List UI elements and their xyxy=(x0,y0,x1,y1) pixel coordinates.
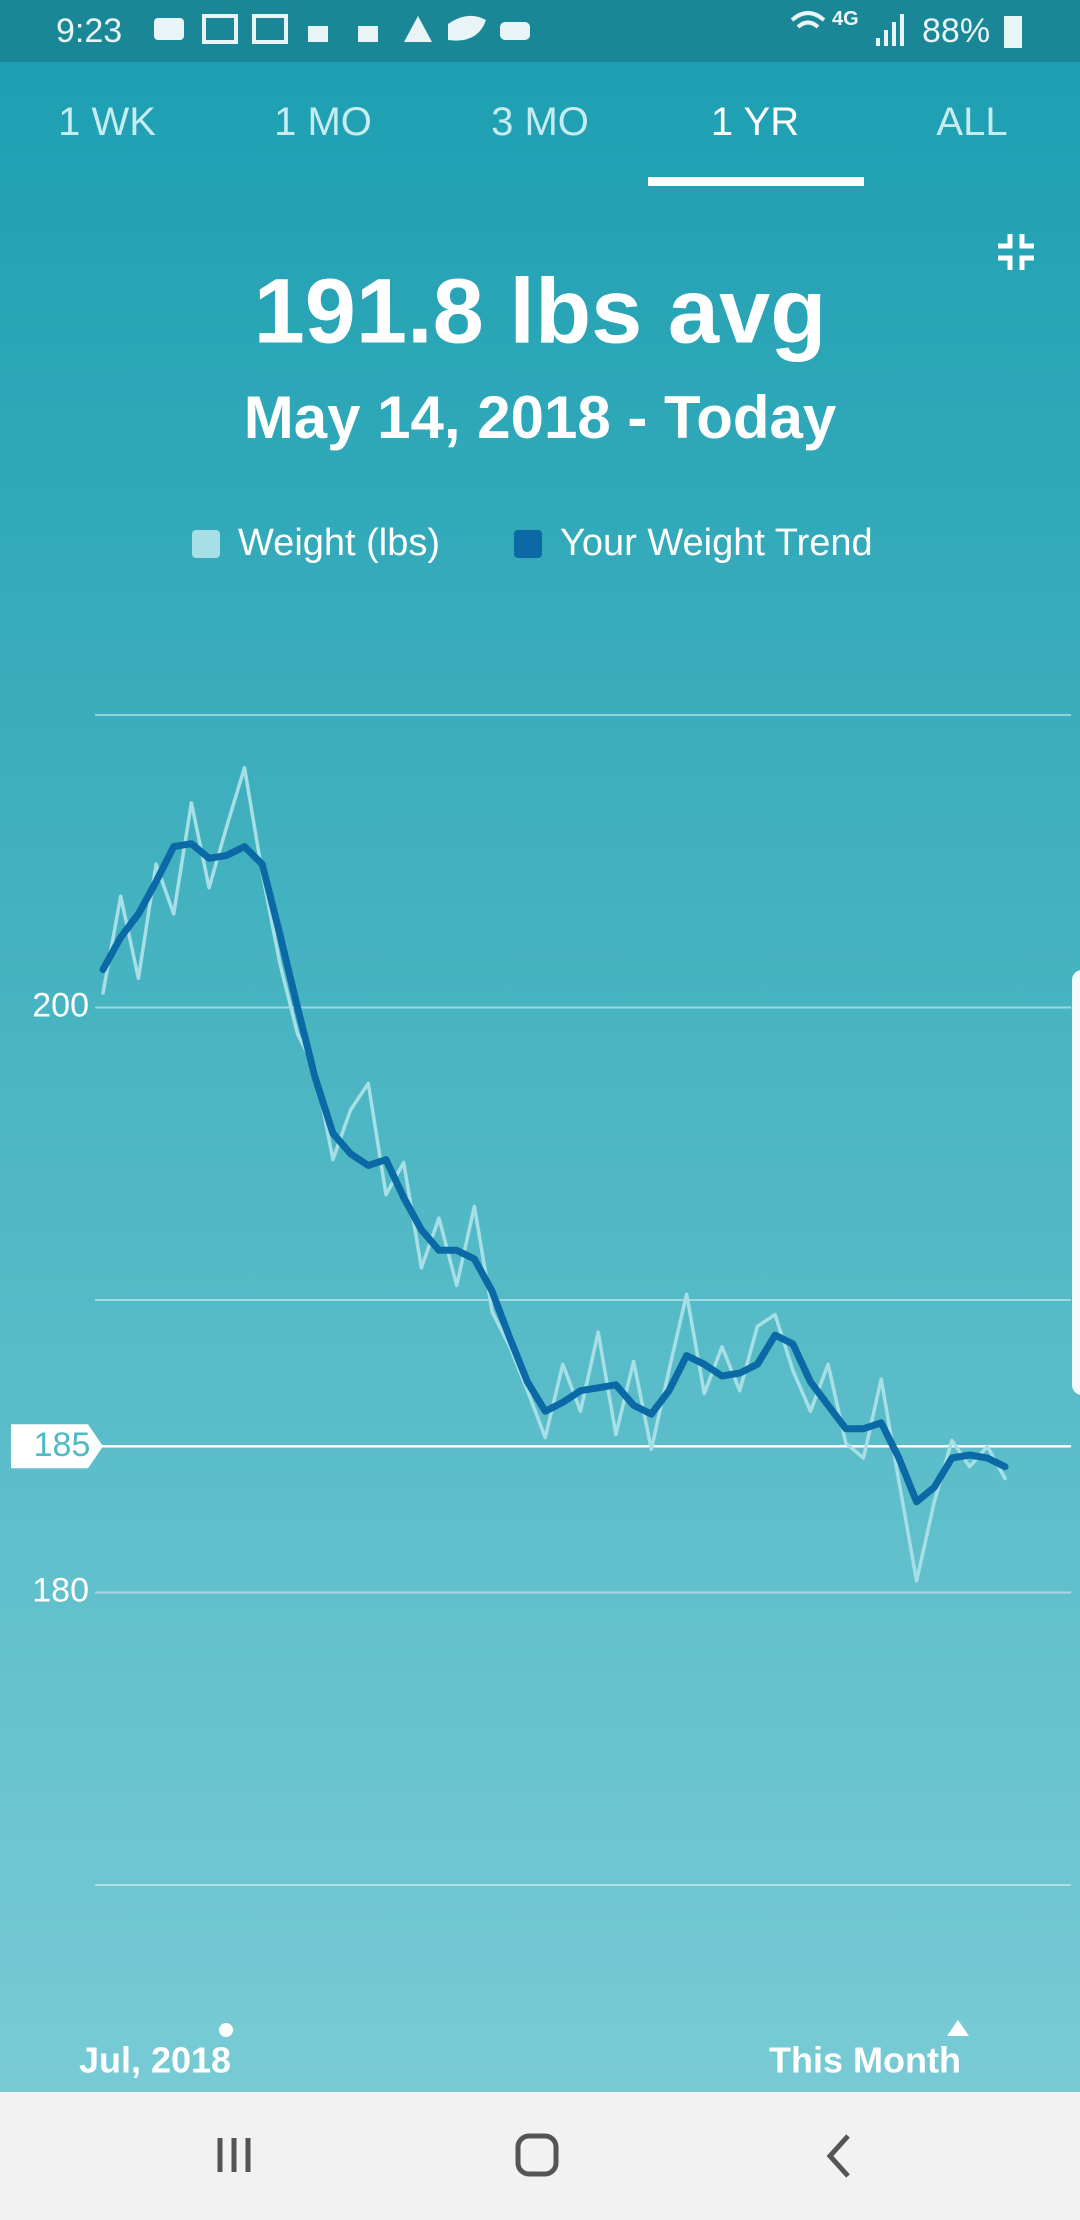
legend-label: Weight (lbs) xyxy=(238,522,440,564)
range-tab[interactable]: 1 WK xyxy=(58,100,156,144)
legend-label: Your Weight Trend xyxy=(560,522,873,564)
x-label: Jul, 2018 xyxy=(79,2040,231,2081)
x-marker xyxy=(947,2020,969,2036)
chart: 191.8 lbs avg May 14, 2018 - Today Weigh… xyxy=(11,234,1080,2081)
range-tab[interactable]: 1 YR xyxy=(710,100,800,144)
legend-swatch xyxy=(192,530,220,558)
legend-swatch xyxy=(514,530,542,558)
x-marker xyxy=(219,2023,233,2037)
chart-title: 191.8 lbs avg xyxy=(254,260,827,362)
signal-icons xyxy=(790,11,904,46)
network-type: 4G xyxy=(832,8,859,30)
range-tab[interactable]: 3 MO xyxy=(491,100,589,144)
range-tab[interactable]: 1 MO xyxy=(274,100,372,144)
range-tab[interactable]: ALL xyxy=(936,100,1008,144)
navigation-bar xyxy=(217,2133,850,2178)
home-button[interactable] xyxy=(515,2133,559,2177)
collapse-icon[interactable] xyxy=(998,234,1034,270)
battery-level: 88% xyxy=(922,12,991,50)
back-button[interactable] xyxy=(826,2134,850,2178)
trend-line xyxy=(99,840,1009,1506)
selected-tab-indicator xyxy=(648,177,864,186)
battery-icon xyxy=(1004,16,1022,48)
scroll-handle[interactable] xyxy=(1072,970,1080,1395)
status-bar: 9:23 4G 88% xyxy=(0,0,1080,62)
x-label: This Month xyxy=(769,2040,961,2081)
recents-button[interactable] xyxy=(217,2138,251,2172)
weight-line xyxy=(101,765,1007,1583)
clock: 9:23 xyxy=(56,12,123,50)
chart-subtitle: May 14, 2018 - Today xyxy=(244,384,837,451)
y-tick-label: 180 xyxy=(32,1571,89,1609)
highlight-badge xyxy=(11,1424,103,1469)
notification-icons xyxy=(154,14,530,44)
y-tick-label: 200 xyxy=(32,986,89,1024)
highlight-label: 185 xyxy=(34,1426,91,1464)
